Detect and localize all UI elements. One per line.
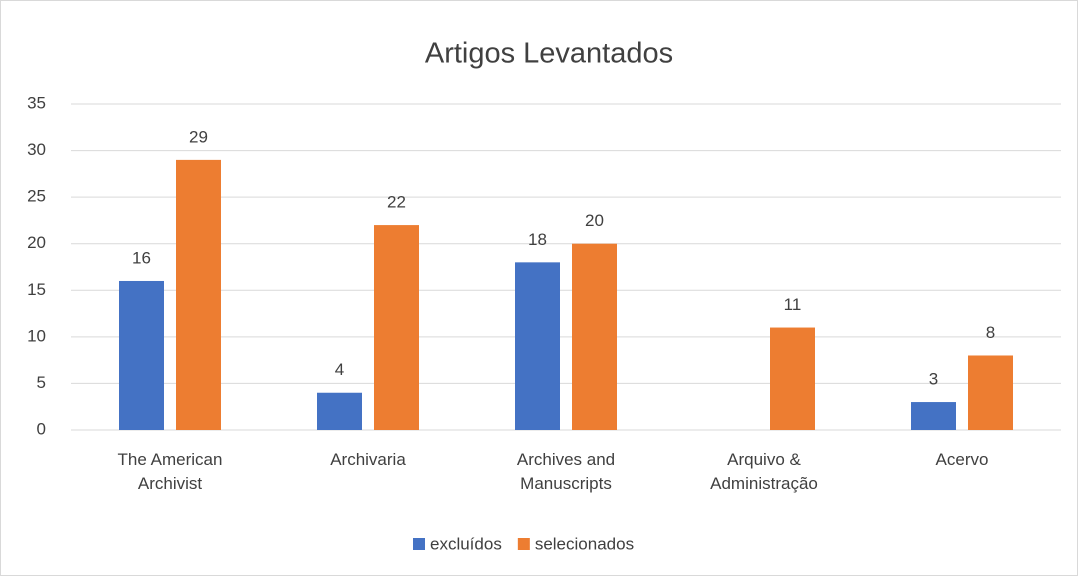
legend-swatch (517, 538, 530, 550)
bar (176, 159, 221, 430)
y-tick-label: 0 (37, 419, 46, 438)
y-tick-label: 25 (27, 187, 46, 206)
data-label: 11 (784, 295, 802, 314)
y-tick-label: 15 (27, 280, 46, 299)
chart-title: Artigos Levantados (425, 38, 673, 70)
bar (572, 243, 617, 430)
data-label: 4 (335, 360, 344, 379)
data-label: 29 (189, 127, 208, 146)
bar (515, 262, 560, 430)
data-label: 20 (585, 211, 604, 230)
data-label: 18 (528, 230, 547, 249)
bar (770, 327, 815, 430)
data-label: 22 (387, 193, 406, 212)
legend-swatch (413, 538, 425, 550)
y-tick-label: 35 (27, 93, 46, 112)
data-label: 3 (929, 370, 938, 389)
bar (119, 280, 164, 430)
bar (317, 392, 362, 430)
legend-label: selecionados (535, 534, 634, 553)
y-tick-label: 5 (37, 373, 46, 392)
x-tick-label: Arquivo & Administração (710, 450, 818, 493)
y-tick-label: 30 (27, 140, 46, 159)
bar (374, 225, 419, 430)
x-tick-label: Archives and Manuscripts (516, 450, 616, 493)
y-tick-label: 10 (27, 326, 46, 345)
data-label: 8 (986, 323, 995, 342)
x-tick-label: Archivaria (330, 450, 406, 469)
data-label: 16 (132, 248, 151, 267)
bar (911, 402, 956, 430)
x-tick-label: Acervo (935, 450, 989, 469)
bar (968, 355, 1013, 430)
x-tick-label: The American Archivist (117, 450, 223, 493)
y-tick-label: 20 (27, 233, 46, 252)
legend-label: excluídos (430, 534, 502, 553)
